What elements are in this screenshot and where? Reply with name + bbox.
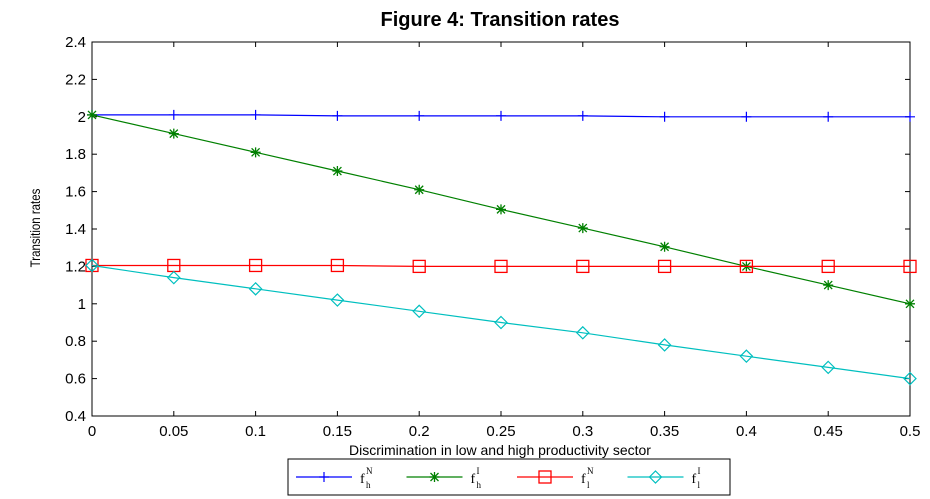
data-point-diamond (248, 281, 263, 296)
data-point-plus (496, 110, 506, 121)
data-point-star (823, 280, 834, 291)
x-axis: 0 0.05 0.1 0.15 0.2 0.25 0.3 0.35 0.4 0.45 0.5 (88, 42, 921, 440)
legend-entry: fNh (296, 466, 373, 490)
x-tick-label: 0.3 (572, 423, 593, 440)
x-tick-label: 0.25 (486, 423, 515, 440)
y-tick-label: 0.6 (65, 371, 86, 388)
chart-title: Figure 4: Transition rates (381, 9, 620, 31)
legend-box (287, 458, 731, 496)
data-point-star (250, 147, 261, 158)
legend-label: f (581, 472, 586, 487)
data-point-square (903, 259, 917, 274)
y-tick-label: 2.4 (65, 34, 86, 51)
data-point-plus (659, 111, 670, 122)
legend-label-sub: h (477, 480, 482, 490)
x-axis-label: Discrimination in low and high productiv… (349, 442, 651, 458)
x-tick-label: 0.1 (245, 423, 266, 440)
data-point-star (168, 128, 179, 139)
plot-area (91, 41, 911, 417)
data-point-diamond (412, 304, 427, 319)
x-tick-label: 0.4 (736, 423, 757, 440)
series-f-l-I (85, 258, 917, 386)
data-point-star (87, 109, 97, 120)
legend-label-sup: I (477, 466, 480, 476)
data-point-diamond (821, 360, 836, 375)
data-point-diamond (648, 470, 663, 484)
x-tick-label: 0.2 (409, 423, 430, 440)
y-tick-label: 1.2 (65, 258, 86, 275)
legend-entry: fIh (406, 466, 482, 490)
data-point-diamond (657, 338, 672, 352)
x-tick-label: 0.05 (159, 423, 188, 440)
data-point-square (248, 258, 263, 273)
x-tick-label: 0.5 (900, 423, 921, 440)
y-tick-label: 1.6 (65, 184, 86, 201)
data-point-plus (250, 109, 261, 120)
legend-label-sub: l (698, 480, 701, 490)
data-point-square (576, 259, 590, 274)
data-point-plus (823, 111, 834, 122)
data-point-square (412, 259, 426, 274)
y-axis-label: Transition rates (27, 189, 43, 268)
x-tick-label: 0 (88, 423, 96, 440)
y-tick-label: 0.4 (65, 408, 86, 425)
legend-label-sub: h (366, 480, 371, 490)
data-point-star (905, 298, 915, 309)
x-tick-label: 0.45 (814, 423, 843, 440)
series-f-h-N (87, 109, 915, 122)
data-point-square (330, 258, 345, 273)
data-point-star (414, 184, 425, 195)
y-tick-label: 2.2 (65, 71, 86, 88)
data-point-plus (741, 111, 752, 122)
data-point-square (494, 259, 508, 274)
legend-label-sup: N (587, 466, 594, 476)
plot-frame (91, 41, 911, 417)
y-tick-label: 1.4 (65, 221, 86, 238)
data-point-square (739, 259, 754, 274)
x-tick-label: 0.15 (323, 423, 352, 440)
x-tick-label: 0.35 (650, 423, 679, 440)
y-tick-label: 0.8 (65, 333, 86, 350)
legend: fNh fIh fNl fIl (287, 458, 731, 496)
data-point-square (821, 259, 835, 274)
series-f-l-N (85, 258, 917, 274)
data-point-diamond (903, 371, 917, 386)
data-point-square (657, 259, 672, 274)
legend-entry: fNl (517, 466, 594, 490)
data-point-square (538, 470, 552, 484)
data-point-star (577, 223, 588, 234)
data-point-diamond (85, 258, 99, 273)
data-point-plus (905, 111, 915, 122)
y-tick-label: 1.8 (65, 146, 86, 163)
data-point-star (332, 166, 343, 177)
legend-label-sup: I (698, 466, 701, 476)
data-point-star (496, 204, 506, 215)
data-point-plus (332, 110, 343, 121)
series-line (92, 264, 910, 267)
data-point-plus (414, 110, 425, 121)
data-point-diamond (575, 325, 590, 340)
data-point-diamond (166, 270, 181, 285)
legend-label-sub: l (587, 480, 590, 490)
series-layer (85, 109, 917, 386)
series-line (91, 264, 911, 380)
data-point-diamond (739, 349, 754, 364)
data-point-plus (577, 110, 588, 121)
data-point-star (429, 472, 440, 482)
legend-label-sup: N (366, 466, 373, 476)
data-point-diamond (330, 293, 345, 307)
data-point-star (659, 241, 670, 252)
data-point-diamond (494, 315, 508, 330)
legend-label: f (692, 472, 697, 487)
data-point-plus (319, 472, 329, 482)
legend-label: f (360, 472, 365, 487)
data-point-plus (168, 109, 179, 120)
legend-entry: fIl (627, 466, 701, 490)
y-tick-label: 1 (78, 296, 86, 313)
y-tick-label: 2 (78, 109, 86, 126)
legend-label: f (471, 472, 476, 487)
